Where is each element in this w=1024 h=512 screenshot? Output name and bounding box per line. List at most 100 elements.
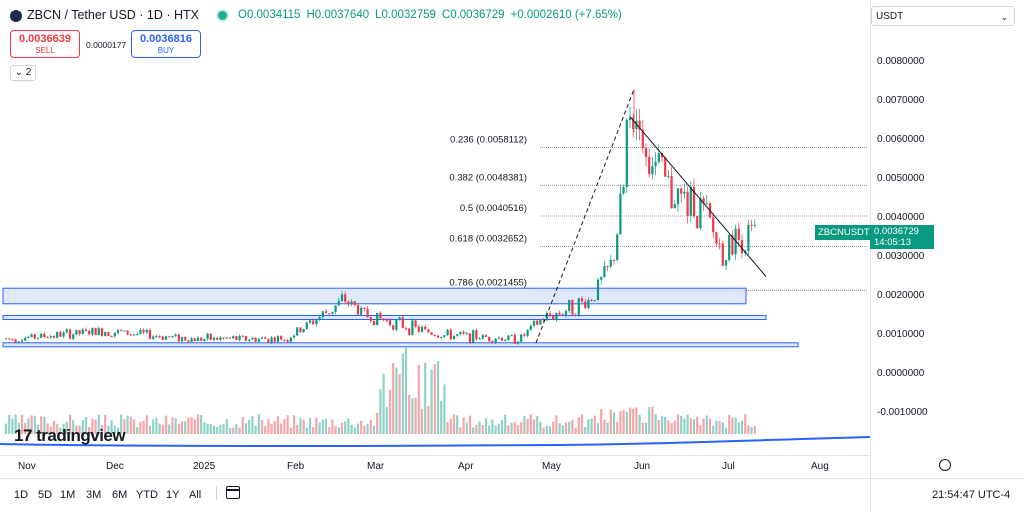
candle-body <box>244 335 248 341</box>
volume-bar <box>491 419 494 434</box>
y-tick-label: 0.0060000 <box>877 134 925 145</box>
candle-body <box>225 337 228 339</box>
resistance-trend-line <box>629 116 767 277</box>
symbol-title[interactable]: ZBCN / Tether USD · 1D · HTX <box>27 8 200 22</box>
volume-bar <box>481 425 484 434</box>
volume-bar <box>251 416 254 434</box>
candle-body <box>731 235 734 255</box>
candle-body <box>241 335 244 337</box>
volume-bar <box>440 400 443 434</box>
price-axis[interactable] <box>870 0 1024 511</box>
candle-body <box>254 337 257 342</box>
volume-bar <box>568 421 571 434</box>
candle-body <box>382 318 385 321</box>
volume-bar <box>52 420 56 434</box>
candle-body <box>401 317 404 328</box>
candle-body <box>81 329 84 334</box>
volume-bar <box>62 423 65 434</box>
price-chart[interactable]: 0.236 (0.0058112) 0.382 (0.0048381) 0.5 (0… <box>0 0 870 478</box>
candle-body <box>216 337 219 340</box>
candle-body <box>331 311 334 314</box>
volume-bar <box>523 416 526 434</box>
candle-body <box>4 338 8 340</box>
candle-body <box>129 334 132 336</box>
volume-bar <box>116 427 120 434</box>
candle-body <box>72 334 75 339</box>
candle-body <box>56 332 59 338</box>
candle-body <box>356 305 360 315</box>
range-button-6m[interactable]: 6M <box>112 489 128 501</box>
range-button-1d[interactable]: 1D <box>14 489 29 501</box>
candle-body <box>238 335 241 340</box>
volume-bar <box>328 427 331 434</box>
currency-select[interactable]: USDT ⌄ <box>871 6 1015 26</box>
volume-bar <box>206 423 209 434</box>
volume-bar <box>376 412 379 434</box>
volume-bar <box>558 423 561 434</box>
candle-body <box>350 301 353 305</box>
utc-clock[interactable]: 21:54:47 UTC-4 <box>932 489 1011 501</box>
candle-body <box>136 333 139 335</box>
volume-bar <box>465 422 468 434</box>
candle-body <box>654 161 657 167</box>
volume-bar <box>740 420 744 434</box>
range-button-1m[interactable]: 1M <box>60 489 76 501</box>
candle-body <box>312 320 315 325</box>
volume-bar <box>571 419 574 434</box>
range-button-1y[interactable]: 1Y <box>166 489 180 501</box>
candle-body <box>491 341 494 343</box>
volume-bar <box>257 414 260 434</box>
volume-bar <box>337 427 340 434</box>
volume-ma-line <box>0 436 870 447</box>
volume-bar <box>721 422 724 434</box>
candle-body <box>171 336 174 338</box>
candle-body <box>267 338 270 343</box>
volume-bar <box>318 422 321 434</box>
volume-bar <box>699 425 702 434</box>
candle-body <box>318 317 321 321</box>
volume-bar <box>120 414 123 434</box>
last-price-tag: 0.0036729 14:05:13 <box>870 225 934 249</box>
candle-body <box>36 337 40 339</box>
candle-body <box>363 307 366 309</box>
calendar-icon[interactable] <box>226 486 240 499</box>
buy-button[interactable]: 0.0036816 BUY <box>131 30 201 58</box>
candle-body <box>606 266 609 268</box>
candle-body <box>603 266 606 278</box>
volume-bar <box>651 406 654 434</box>
volume-bar <box>753 426 756 434</box>
indicator-toggle-button[interactable]: ⌄ 2 <box>10 65 36 81</box>
sell-price: 0.0036639 <box>19 33 71 45</box>
range-button-5d[interactable]: 5D <box>38 489 53 501</box>
volume-bar <box>270 423 273 434</box>
range-button-all[interactable]: All <box>189 489 202 501</box>
candle-body <box>648 157 651 175</box>
candle-body <box>126 330 129 335</box>
volume-bar <box>17 422 20 434</box>
dashed-trend-line <box>535 89 635 343</box>
candle-body <box>728 235 731 261</box>
range-button-3m[interactable]: 3M <box>86 489 102 501</box>
range-button-ytd[interactable]: YTD <box>136 489 158 501</box>
candle-body <box>366 308 369 318</box>
volume-bar <box>667 420 670 434</box>
volume-bar <box>625 411 628 434</box>
volume-bar <box>184 421 187 434</box>
volume-bar <box>536 416 539 434</box>
volume-bar <box>289 427 292 434</box>
candle-body <box>574 314 577 316</box>
sell-button[interactable]: 0.0036639 SELL <box>10 30 80 58</box>
candle-body <box>190 338 193 342</box>
volume-bar <box>107 425 110 434</box>
candle-body <box>718 243 721 245</box>
gear-icon[interactable] <box>939 459 951 471</box>
candle-body <box>724 260 728 266</box>
volume-bar <box>36 424 40 434</box>
candle-body <box>712 217 715 233</box>
volume-bar <box>433 364 436 434</box>
candle-body <box>273 337 276 342</box>
volume-bar <box>500 420 504 434</box>
volume-bar <box>718 421 721 434</box>
candle-body <box>529 325 532 330</box>
volume-bar <box>203 422 206 434</box>
